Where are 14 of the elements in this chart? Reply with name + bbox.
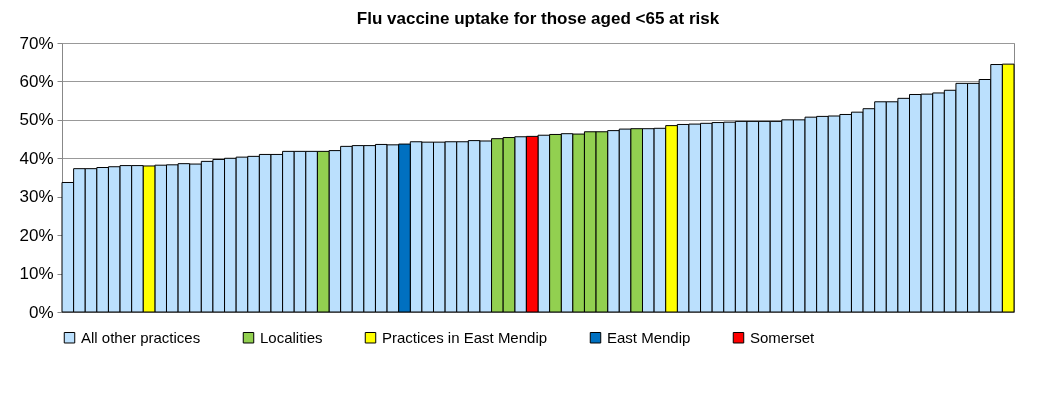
y-tick-label: 40% <box>19 148 54 168</box>
y-tick-label: 0% <box>28 302 54 322</box>
legend-label: Localities <box>260 328 323 346</box>
y-tick-label: 70% <box>19 33 54 53</box>
chart-title: Flu vaccine uptake for those aged <65 at risk <box>356 9 720 28</box>
legend-label: Somerset <box>750 328 816 346</box>
legend-label: East Mendip <box>607 328 691 346</box>
y-tick-label: 20% <box>19 225 54 245</box>
legend-label: Practices in East Mendip <box>382 328 548 346</box>
y-tick-label: 50% <box>19 110 54 130</box>
y-tick-label: 10% <box>19 264 54 284</box>
y-tick-label: 30% <box>19 187 54 207</box>
y-tick-label: 60% <box>19 71 54 91</box>
legend-label: All other practices <box>81 328 201 346</box>
